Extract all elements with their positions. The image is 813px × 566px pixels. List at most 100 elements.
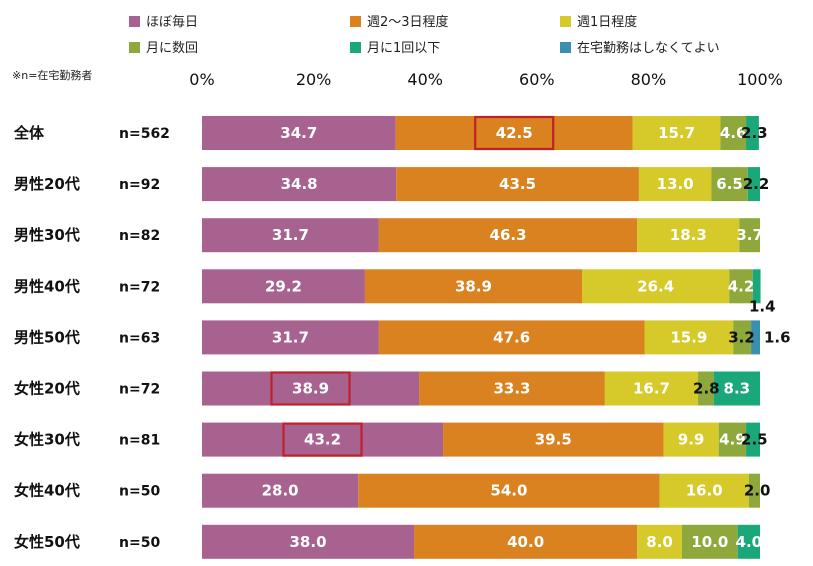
data-label: 13.0 xyxy=(657,175,694,193)
data-label: 34.8 xyxy=(281,175,318,193)
bar-segment xyxy=(202,422,444,457)
row-n-label: n=82 xyxy=(119,228,160,244)
legend-label-5: 在宅勤務はしなくてよい xyxy=(577,41,720,56)
data-label: 2.3 xyxy=(741,124,768,142)
data-label: 47.6 xyxy=(493,328,530,346)
bar-segment xyxy=(395,116,633,150)
data-label: 29.2 xyxy=(265,277,302,295)
data-label: 46.3 xyxy=(490,226,527,244)
bar-segment xyxy=(720,116,747,150)
bar-segment xyxy=(729,269,753,304)
row-category-label: 女性30代 xyxy=(14,431,80,449)
row-n-label: n=50 xyxy=(119,484,160,500)
legend-swatch-5 xyxy=(560,42,571,53)
data-label: 18.3 xyxy=(670,226,707,244)
data-label: 31.7 xyxy=(272,328,309,346)
bar-segment xyxy=(202,524,415,559)
legend-swatch-4 xyxy=(350,42,361,53)
data-label: 38.0 xyxy=(290,533,327,551)
bar-segment xyxy=(659,473,749,508)
data-label: 38.9 xyxy=(292,380,329,398)
bar-segment xyxy=(419,371,605,406)
data-label: 15.9 xyxy=(670,328,707,346)
legend-swatch-3 xyxy=(129,42,140,53)
data-label: 8.0 xyxy=(646,533,673,551)
data-label: 9.9 xyxy=(678,431,705,449)
bar-row: 男性50代 n=63 31.7 47.6 15.9 3.2 1.6 xyxy=(14,320,791,355)
data-label: 28.0 xyxy=(262,482,299,500)
bar-segment xyxy=(644,320,734,355)
bar-row: 女性50代 n=50 38.0 40.0 8.0 10.0 4.0 xyxy=(14,524,762,559)
bar-rows: 全体 n=562 34.7 42.5 15.7 4.62.3 男性20代 n=92 34.8 43… xyxy=(13,116,791,559)
row-category-label: 男性30代 xyxy=(14,226,80,244)
data-label: 3.7 xyxy=(736,226,763,244)
row-n-label: n=63 xyxy=(119,330,160,346)
data-label: 3.2 xyxy=(728,328,755,346)
data-label: 1.4 xyxy=(749,297,776,315)
bar-segment xyxy=(202,116,396,150)
bar-row: 女性20代 n=72 38.9 33.3 16.7 2.8 8.3 xyxy=(14,371,760,406)
data-label: 4.2 xyxy=(728,277,755,295)
legend-label-2: 週1日程度 xyxy=(577,14,637,30)
data-label: 34.7 xyxy=(280,124,317,142)
bar-segment xyxy=(733,320,752,355)
bar-segment xyxy=(414,524,638,559)
data-label: 2.8 xyxy=(693,380,720,398)
row-n-label: n=72 xyxy=(119,382,160,398)
bar-row: 女性30代 n=81 43.2 39.5 9.9 4.92.5 xyxy=(14,422,768,457)
bar-row: 男性30代 n=82 31.7 46.3 18.3 3.7 xyxy=(14,218,763,253)
highlight-box xyxy=(282,422,363,457)
data-label: 4.9 xyxy=(719,431,746,449)
bar-segment xyxy=(739,218,760,253)
x-axis-ticks: 0% 20% 40% 60% 80% 100% xyxy=(189,70,783,89)
bar-segment xyxy=(378,320,645,355)
bar-segment xyxy=(752,269,761,304)
highlight-box xyxy=(270,371,351,406)
bar-segment xyxy=(663,422,719,457)
row-category-label: 全体 xyxy=(13,124,45,142)
bar-segment xyxy=(681,524,738,559)
x-tick-label: 80% xyxy=(631,70,667,89)
x-tick-label: 100% xyxy=(737,70,783,89)
legend-swatch-0 xyxy=(129,16,140,27)
row-n-label: n=50 xyxy=(119,535,160,551)
bar-segment xyxy=(202,269,365,304)
data-label: 33.3 xyxy=(493,380,530,398)
bar-segment xyxy=(604,371,699,406)
bar-row: 男性40代 n=72 29.2 38.9 26.4 4.2 1.4 xyxy=(14,269,776,315)
data-label: 8.3 xyxy=(724,380,751,398)
legend-swatch-2 xyxy=(560,16,571,27)
bar-segment xyxy=(581,269,730,304)
legend-label-0: ほぼ毎日 xyxy=(146,14,198,30)
bar-row: 女性40代 n=50 28.0 54.0 16.0 2.0 xyxy=(14,473,771,508)
legend-label-3: 月に数回 xyxy=(146,41,198,56)
row-category-label: 男性40代 xyxy=(14,277,80,295)
x-tick-label: 60% xyxy=(519,70,555,89)
data-label: 42.5 xyxy=(496,124,533,142)
data-label: 2.0 xyxy=(744,482,771,500)
bar-segment xyxy=(358,473,660,508)
data-label: 39.5 xyxy=(535,431,572,449)
bar-segment xyxy=(698,371,714,406)
row-category-label: 男性20代 xyxy=(14,175,80,193)
bar-segment xyxy=(713,371,760,406)
data-label: 1.6 xyxy=(764,328,791,346)
bar-segment xyxy=(632,116,721,150)
row-category-label: 女性50代 xyxy=(14,533,80,551)
data-label: 31.7 xyxy=(272,226,309,244)
row-n-label: n=81 xyxy=(119,433,160,449)
row-n-label: n=72 xyxy=(119,279,160,295)
bar-segment xyxy=(746,116,759,150)
bar-segment xyxy=(378,218,638,253)
data-label: 4.6 xyxy=(720,124,747,142)
bar-segment xyxy=(202,371,420,406)
data-label: 15.7 xyxy=(658,124,695,142)
legend-label-4: 月に1回以下 xyxy=(367,41,440,56)
bar-row: 全体 n=562 34.7 42.5 15.7 4.62.3 xyxy=(13,116,768,150)
bar-segment xyxy=(443,422,664,457)
sample-note: ※n=在宅勤務者 xyxy=(12,68,92,82)
data-label: 16.0 xyxy=(686,482,723,500)
bar-segment xyxy=(202,167,397,202)
row-n-label: n=562 xyxy=(119,126,170,142)
